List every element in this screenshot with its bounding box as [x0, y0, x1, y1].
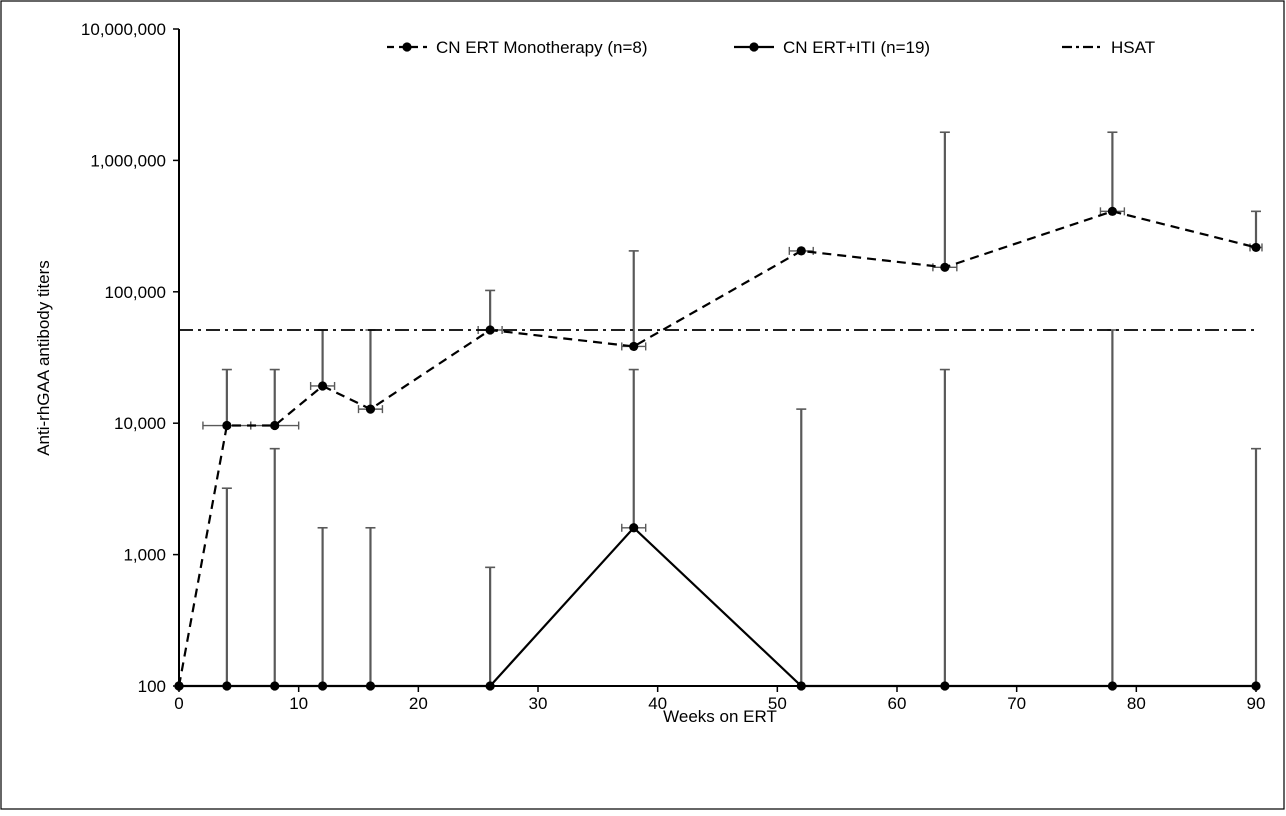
x-tick-label: 90 — [1247, 694, 1266, 713]
data-point-1 — [1107, 681, 1117, 691]
y-tick-label: 1,000 — [123, 546, 166, 565]
x-tick-label: 0 — [174, 694, 183, 713]
data-point-0 — [365, 404, 376, 414]
data-point-0 — [318, 381, 328, 391]
legend-label-2: HSAT — [1111, 38, 1155, 57]
data-point-1 — [485, 681, 495, 691]
y-tick-label: 10,000 — [114, 414, 166, 433]
data-point-1 — [1251, 681, 1261, 691]
x-tick-label: 10 — [289, 694, 308, 713]
x-tick-label: 40 — [648, 694, 667, 713]
data-point-0 — [485, 325, 495, 335]
y-tick-label: 100,000 — [105, 283, 166, 302]
y-tick-label: 1,000,000 — [90, 151, 166, 170]
legend-label-1: CN ERT+ITI (n=19) — [783, 38, 930, 57]
x-tick-label: 20 — [409, 694, 428, 713]
data-point-1 — [222, 681, 232, 691]
x-tick-label: 80 — [1127, 694, 1146, 713]
x-tick-label: 70 — [1007, 694, 1026, 713]
data-point-0 — [222, 420, 232, 431]
data-point-0 — [1107, 206, 1117, 216]
legend-label-0: CN ERT Monotherapy (n=8) — [436, 38, 648, 57]
x-axis-title: Weeks on ERT — [663, 707, 777, 726]
data-point-1 — [629, 523, 639, 533]
x-tick-label: 60 — [888, 694, 907, 713]
data-point-1 — [365, 681, 376, 691]
legend: CN ERT Monotherapy (n=8) CN ERT+ITI (n=19… — [387, 38, 1155, 57]
legend-marker-1 — [749, 42, 759, 52]
y-axis-title: Anti-rhGAA antibody titers — [34, 260, 53, 456]
data-point-1 — [796, 681, 806, 691]
y-tick-label: 10,000,000 — [81, 20, 166, 39]
x-tick-label: 30 — [529, 694, 548, 713]
data-point-1 — [174, 681, 184, 691]
legend-marker-0 — [402, 42, 412, 52]
data-point-1 — [318, 681, 328, 691]
axes: 0 10 20 30 40 50 60 70 80 90 100 1,000 10,000 100,000… — [81, 20, 1266, 713]
data-point-1 — [940, 681, 950, 691]
data-point-0 — [1251, 242, 1261, 253]
data-point-1 — [270, 681, 280, 691]
x-tick-label: 50 — [768, 694, 787, 713]
data-points — [174, 206, 1261, 691]
y-tick-label: 100 — [138, 677, 166, 696]
data-point-0 — [629, 341, 639, 352]
data-point-0 — [796, 246, 806, 256]
data-point-0 — [940, 262, 950, 272]
data-point-0 — [270, 420, 280, 431]
